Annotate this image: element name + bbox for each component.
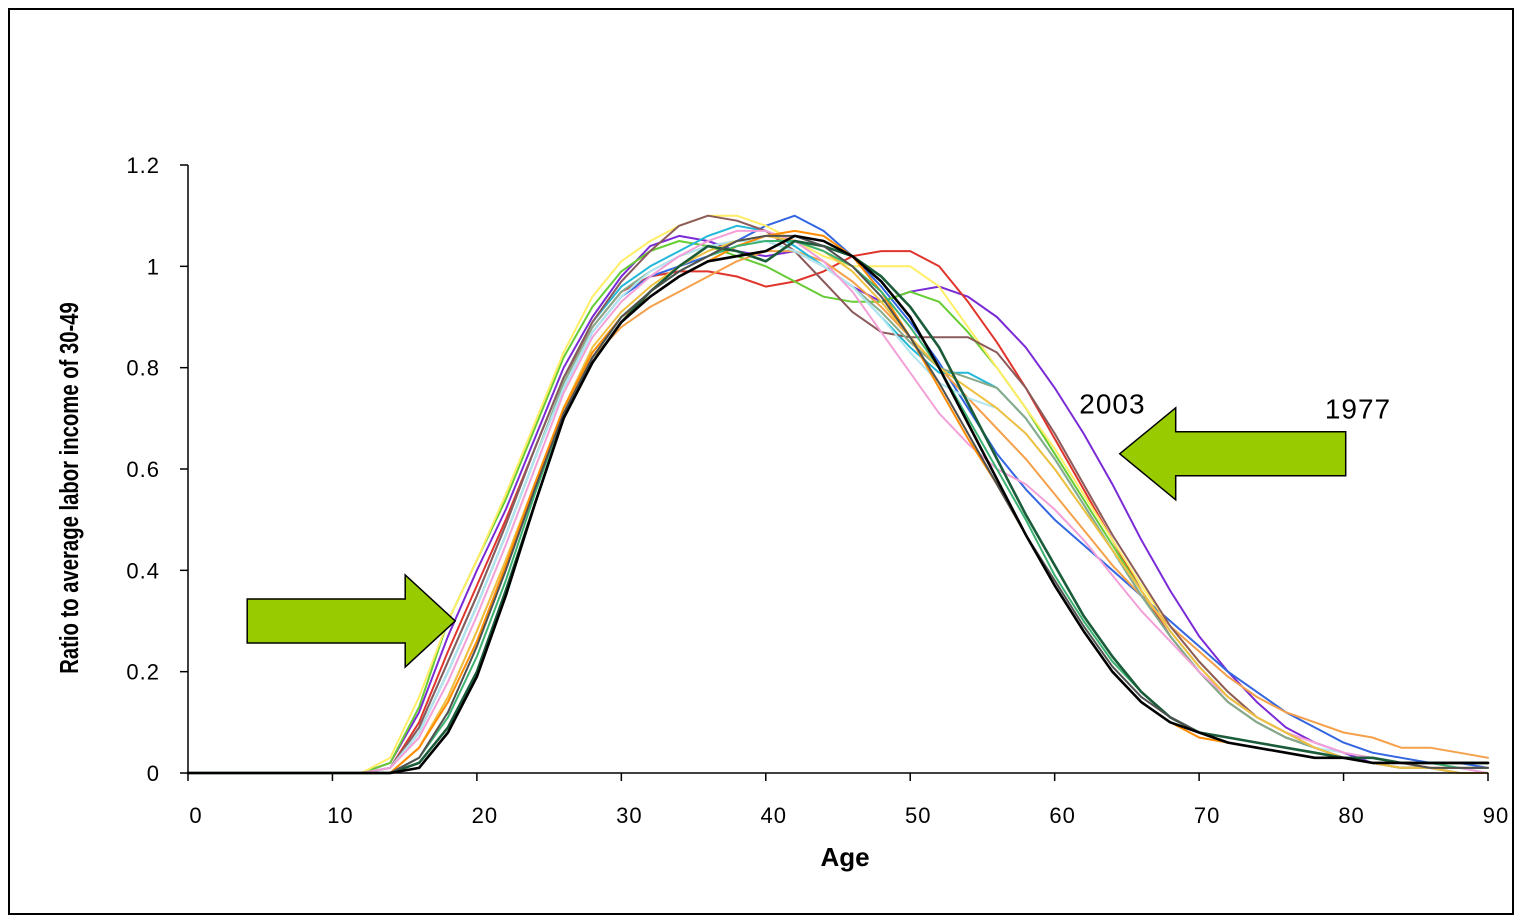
series-line-0 [187,234,1489,774]
x-tick-label-6: 60 [1049,803,1075,828]
y-axis-title: Ratio to average labor income of 30-49 [55,302,84,674]
arrow-layer [246,406,1347,669]
series-line-8 [187,240,1489,774]
y-tick-label-5: 1 [147,254,160,279]
series-line-1 [187,250,1489,774]
series-line-15 [187,234,1489,774]
green-arrow-left [1118,406,1347,502]
green-arrow-right [246,573,457,669]
annotations: 2003 1977 [1079,388,1391,424]
series-line-16 [186,234,1490,775]
x-tick-label-9: 90 [1483,803,1509,828]
annotation-1977: 1977 [1325,393,1391,424]
x-tick-label-2: 20 [472,803,498,828]
tick-labels: 0 0.2 0.4 0.6 0.8 1 1.2 0 10 20 30 40 50 60 70 80 90 [126,153,1509,828]
series-line-3 [187,240,1489,774]
series-line-9 [187,240,1489,774]
x-tick-label-1: 10 [327,803,353,828]
series-line-12 [187,229,1489,774]
y-tick-label-3: 0.6 [126,457,160,482]
x-tick-label-5: 50 [905,803,931,828]
x-tick-label-4: 40 [761,803,787,828]
series-line-6 [187,224,1489,774]
series-line-4 [187,250,1489,774]
x-tick-label-8: 80 [1338,803,1364,828]
y-tick-label-2: 0.4 [126,558,160,583]
series-line-11 [187,234,1489,774]
x-tick-label-0: 0 [189,803,202,828]
x-axis-title: Age [820,842,869,872]
y-tick-label-6: 1.2 [126,153,160,178]
chart-frame [8,8,1514,915]
series-line-14 [186,239,1490,775]
series-line-13 [187,240,1489,774]
y-tick-label-1: 0.2 [126,660,160,685]
annotation-2003: 2003 [1079,388,1145,419]
y-tick-label-0: 0 [147,761,160,786]
series-line-10 [187,229,1489,774]
y-tick-label-4: 0.8 [126,356,160,381]
axes-layer [180,164,1489,781]
x-tick-label-3: 30 [616,803,642,828]
series-layer [186,214,1490,775]
x-tick-label-7: 70 [1194,803,1220,828]
